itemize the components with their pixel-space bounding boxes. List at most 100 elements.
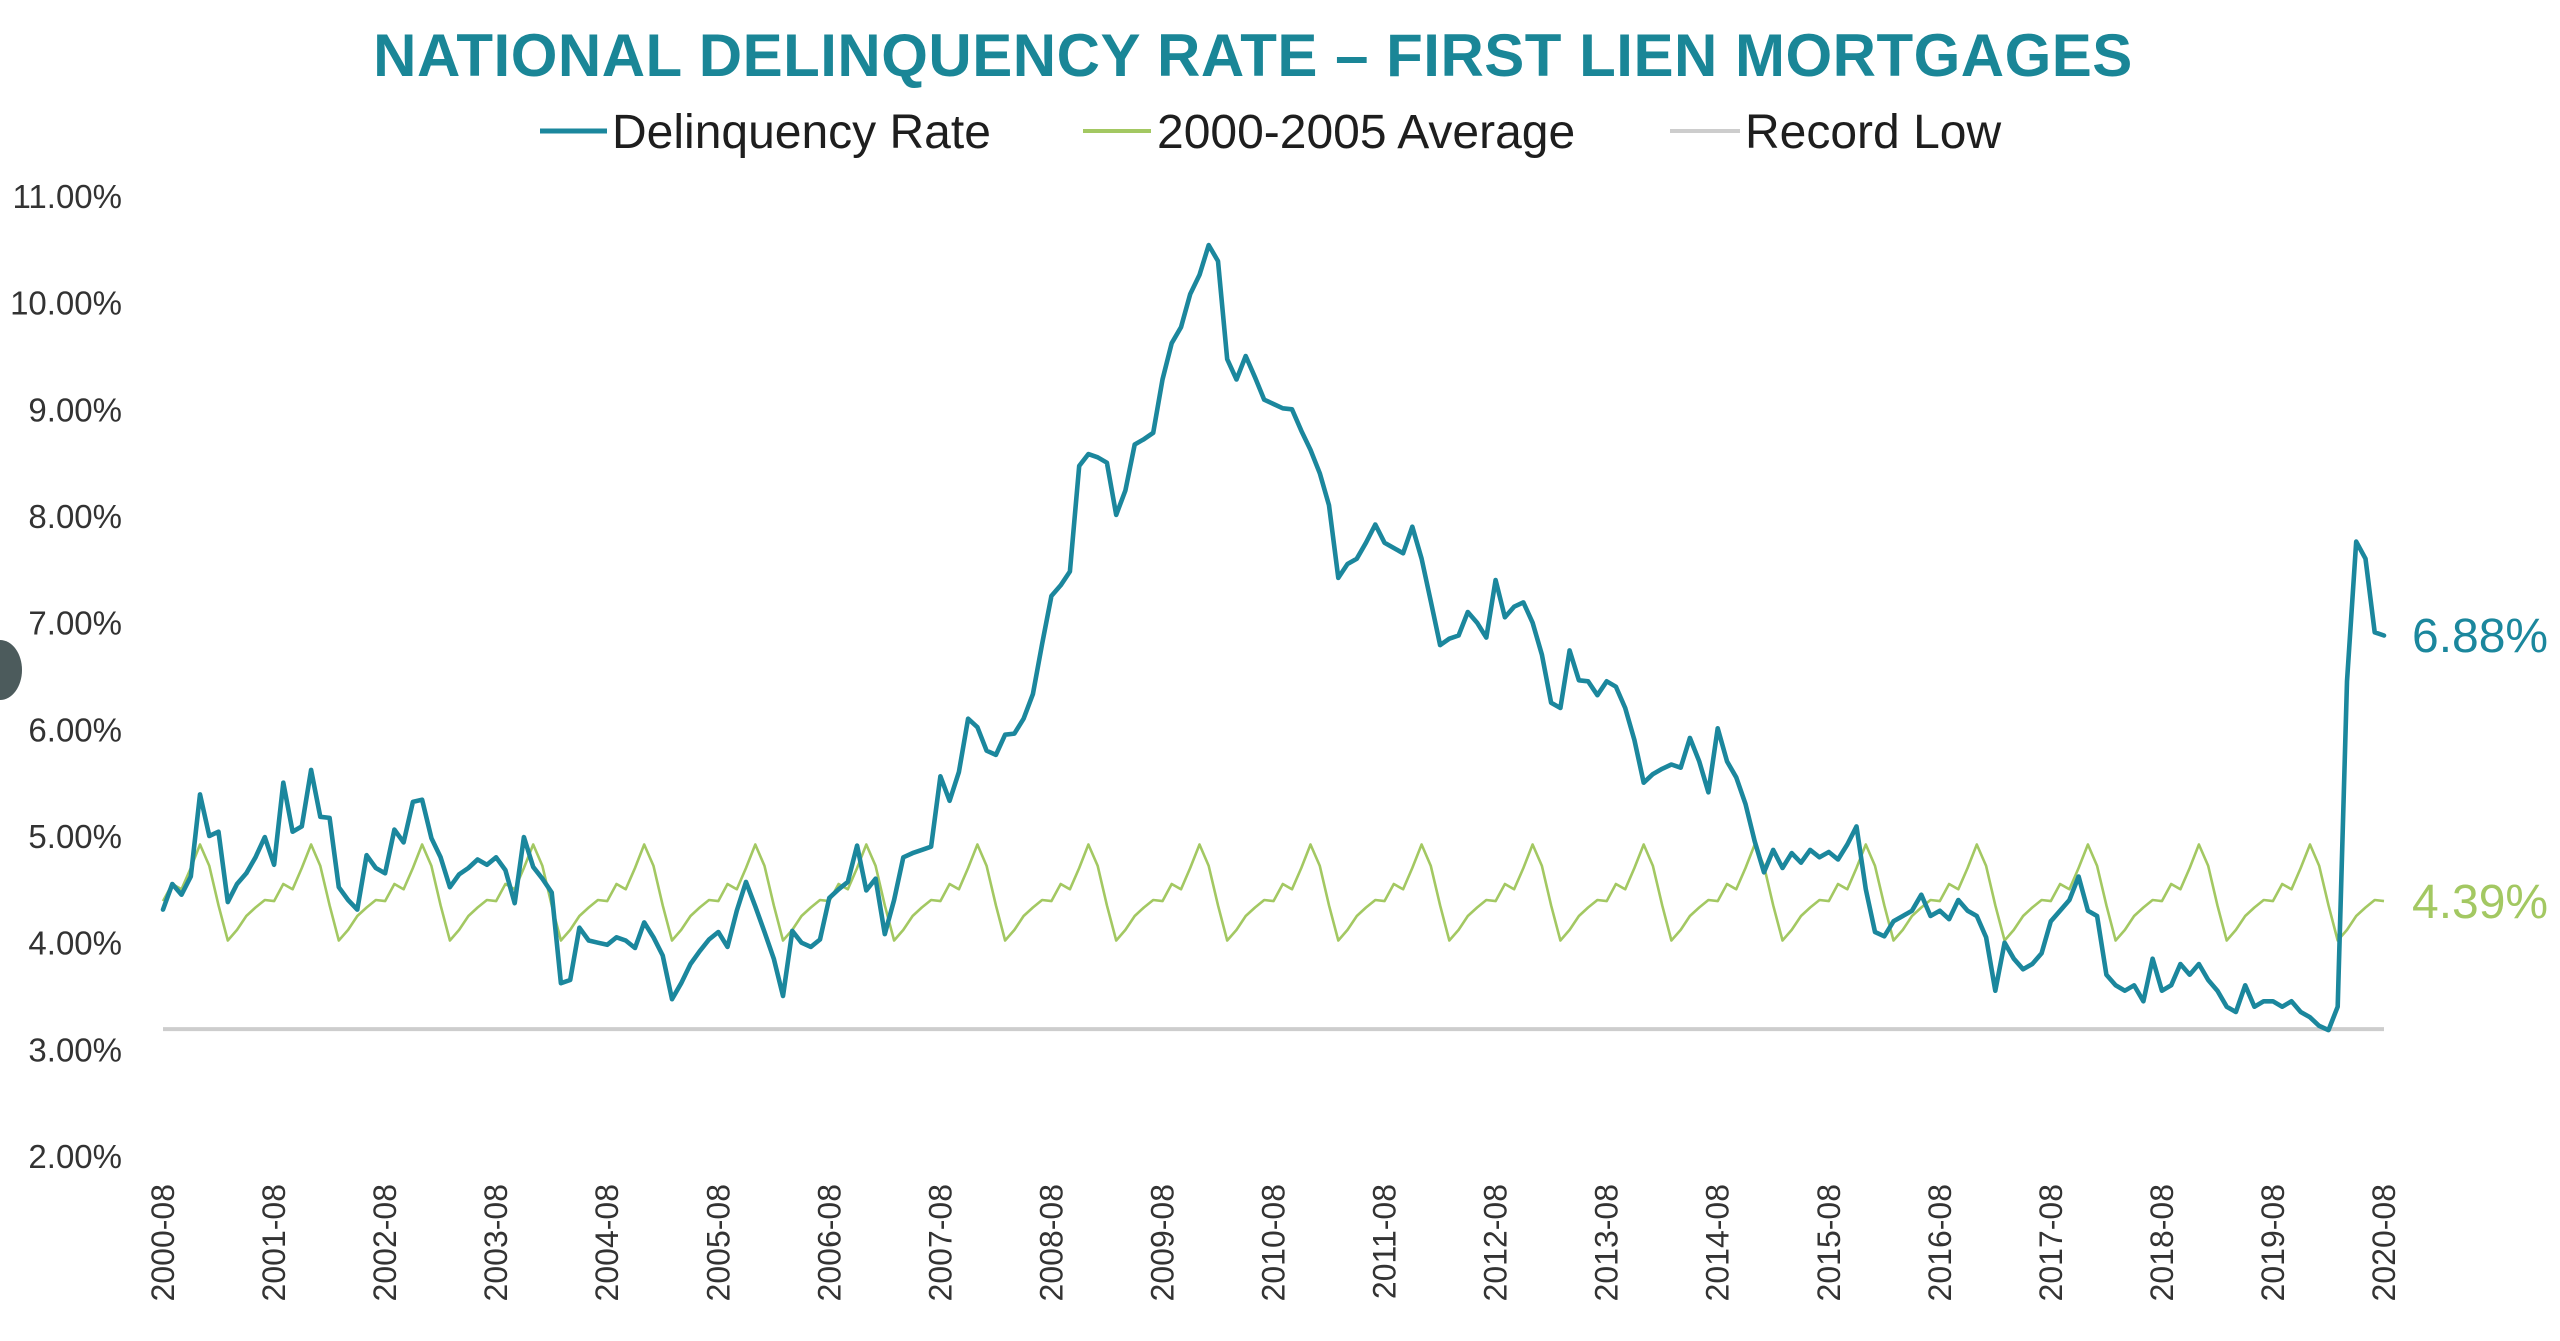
average-point [893,939,896,942]
average-point [680,928,683,931]
average-point [291,888,294,891]
average-point [2253,906,2256,909]
x-tick-label: 2016-08 [1922,1184,1958,1301]
delinquency-point [2132,983,2136,987]
delinquency-point [1725,759,1729,763]
delinquency-point [1049,594,1053,598]
delinquency-point [1503,615,1507,619]
delinquency-point [2299,1010,2303,1014]
delinquency-point [254,855,258,859]
delinquency-point [189,875,193,879]
delinquency-point [568,978,572,982]
average-point [2216,904,2219,907]
average-point [1707,899,1710,902]
delinquency-point [1790,851,1794,855]
delinquency-point [272,863,276,867]
average-point [430,864,433,867]
average-point [828,900,831,903]
delinquency-points [161,243,2386,1032]
average-point [1596,899,1599,902]
average-point [541,864,544,867]
average-point [1781,939,1784,942]
x-tick-label: 2001-08 [256,1184,292,1301]
delinquency-point [1845,843,1849,847]
x-tick-label: 2003-08 [478,1184,514,1301]
delinquency-point [2290,999,2294,1003]
delinquency-point [2021,967,2025,971]
average-point [1411,867,1414,870]
delinquency-point [402,840,406,844]
average-point [930,899,933,902]
average-point [347,928,350,931]
delinquency-point [596,941,600,945]
average-point [2114,939,2117,942]
average-point [1883,904,1886,907]
average-point [652,864,655,867]
delinquency-point [1586,679,1590,683]
delinquency-point [1447,637,1451,641]
x-tick-label: 2008-08 [1033,1184,1069,1301]
average-point [2271,900,2274,903]
average-point [763,864,766,867]
average-point [2105,904,2108,907]
delinquency-point [1068,570,1072,574]
average-point [874,864,877,867]
legend-label-2000-2005-average: 2000-2005 Average [1157,106,1575,159]
delinquency-point [1105,461,1109,465]
delinquency-point [1040,642,1044,646]
x-tick-label: 2014-08 [1700,1184,1736,1301]
delinquency-point [1827,850,1831,854]
delinquency-point [1771,848,1775,852]
delinquency-point [2169,983,2173,987]
average-point [698,906,701,909]
delinquency-point [1697,759,1701,763]
average-point [180,888,183,891]
delinquency-point [883,932,887,936]
screen-edge-circle-artifact [0,640,22,700]
delinquency-point [966,717,970,721]
average-point [1170,883,1173,886]
average-point [1503,883,1506,886]
delinquency-point [901,855,905,859]
average-point [458,928,461,931]
delinquency-point [661,954,665,958]
average-point [1448,939,1451,942]
average-point [1633,867,1636,870]
average-point [411,867,414,870]
average-point [2160,900,2163,903]
delinquency-point [1225,357,1229,361]
delinquency-point [577,926,581,930]
average-point [1874,864,1877,867]
delinquency-point [1086,452,1090,456]
average-point [1383,900,1386,903]
delinquency-point [948,799,952,803]
x-tick-label: 2009-08 [1144,1184,1180,1301]
delinquency-point [457,872,461,876]
average-point [782,939,785,942]
delinquency-point [642,920,646,924]
delinquency-point [1355,557,1359,561]
average-point [809,906,812,909]
delinquency-point [2373,630,2377,634]
average-point [624,888,627,891]
delinquency-point [670,997,674,1001]
delinquency-end-label: 6.88% [2412,610,2548,663]
delinquency-point [2123,989,2127,993]
delinquency-point [1966,909,1970,913]
delinquency-point [753,904,757,908]
delinquency-point [485,863,489,867]
delinquency-point [652,935,656,939]
average-point [1698,906,1701,909]
average-point [1688,915,1691,918]
average-point [1994,904,1997,907]
average-point [689,915,692,918]
average-point [1568,928,1571,931]
delinquency-point [2095,914,2099,918]
average-point [939,900,942,903]
delinquency-point [513,901,517,905]
y-tick-label: 2.00% [28,1138,122,1175]
x-tick-label: 2019-08 [2255,1184,2291,1301]
average-point [1013,928,1016,931]
average-point [1457,928,1460,931]
delinquency-point [244,871,248,875]
